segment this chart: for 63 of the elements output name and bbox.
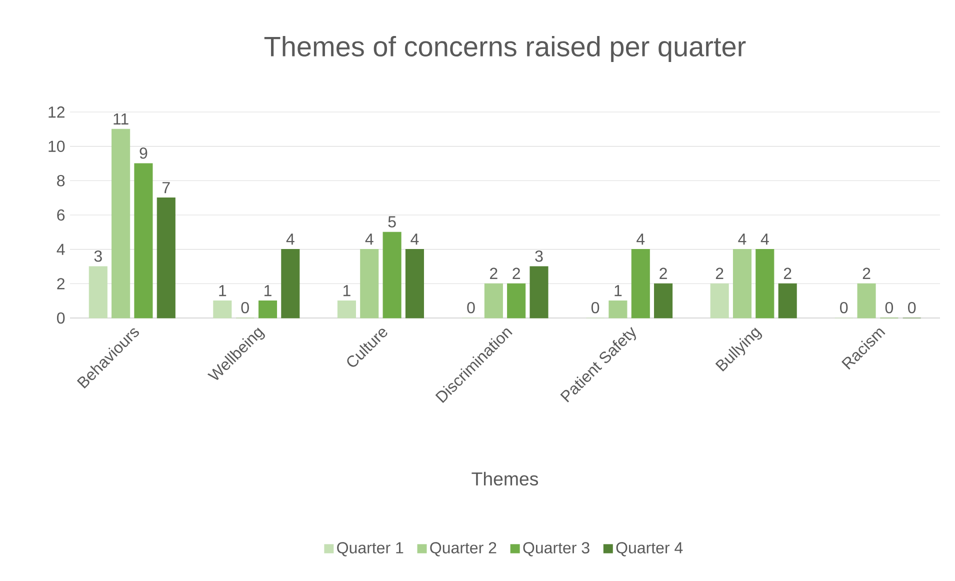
- legend-label: Quarter 2: [430, 542, 496, 556]
- x-axis-title: Themes: [472, 472, 538, 486]
- data-label: 2: [784, 268, 792, 279]
- bar: [258, 300, 278, 318]
- data-label: 4: [410, 234, 419, 245]
- bar: [405, 249, 424, 318]
- bar: [732, 249, 752, 318]
- y-tick-label: 4: [56, 244, 65, 255]
- data-label: 4: [738, 234, 746, 245]
- bar: [134, 163, 153, 318]
- y-tick-label: 12: [48, 106, 64, 118]
- data-label: 2: [716, 268, 724, 279]
- data-label: 0: [885, 302, 894, 314]
- data-label: 0: [467, 302, 475, 314]
- bar: [507, 283, 526, 318]
- bar: [484, 283, 503, 318]
- data-label: 4: [760, 234, 769, 245]
- data-label: 0: [591, 302, 600, 314]
- bar: [608, 300, 628, 318]
- y-tick-label: 6: [57, 209, 65, 221]
- bar: [156, 198, 176, 318]
- y-tick-label: 8: [57, 175, 65, 186]
- bar: [778, 283, 797, 318]
- data-label: 0: [241, 302, 249, 314]
- bar: [112, 128, 130, 318]
- legend-label: Quarter 4: [616, 542, 683, 556]
- chart-title: Themes of concerns raised per quarter: [264, 36, 746, 62]
- bar: [756, 249, 774, 318]
- legend-label: Quarter 3: [523, 542, 590, 556]
- data-label: 2: [512, 268, 520, 279]
- data-label: 0: [840, 302, 848, 314]
- bar: [710, 283, 729, 318]
- bar: [631, 249, 650, 318]
- y-tick-label: 10: [48, 140, 65, 152]
- data-label: 2: [862, 268, 870, 279]
- data-label: 4: [286, 234, 294, 245]
- data-label: 0: [908, 302, 916, 314]
- data-label: 1: [614, 285, 622, 296]
- bar: [337, 300, 356, 318]
- data-label: 9: [140, 147, 148, 159]
- data-label: 1: [219, 285, 226, 296]
- data-label: 2: [490, 268, 498, 279]
- data-label: 3: [535, 250, 543, 262]
- data-label: 4: [365, 234, 374, 245]
- bar: [281, 249, 300, 318]
- data-label: 2: [660, 268, 667, 279]
- data-label: 3: [94, 250, 102, 262]
- bar: [857, 283, 876, 318]
- bar: [213, 300, 232, 318]
- y-tick-label: 2: [57, 278, 64, 290]
- bar: [382, 232, 402, 318]
- data-label: 7: [162, 182, 170, 194]
- data-label: 1: [264, 285, 272, 296]
- data-label: 1: [343, 285, 350, 296]
- y-tick-label: 0: [57, 312, 65, 324]
- bar: [654, 283, 673, 318]
- data-label: 4: [636, 234, 645, 245]
- bar: [360, 249, 379, 318]
- data-label: 5: [388, 216, 396, 228]
- data-label: 11: [114, 113, 128, 124]
- bar: [88, 266, 108, 318]
- bar: [530, 266, 548, 318]
- legend-label: Quarter 1: [337, 542, 404, 556]
